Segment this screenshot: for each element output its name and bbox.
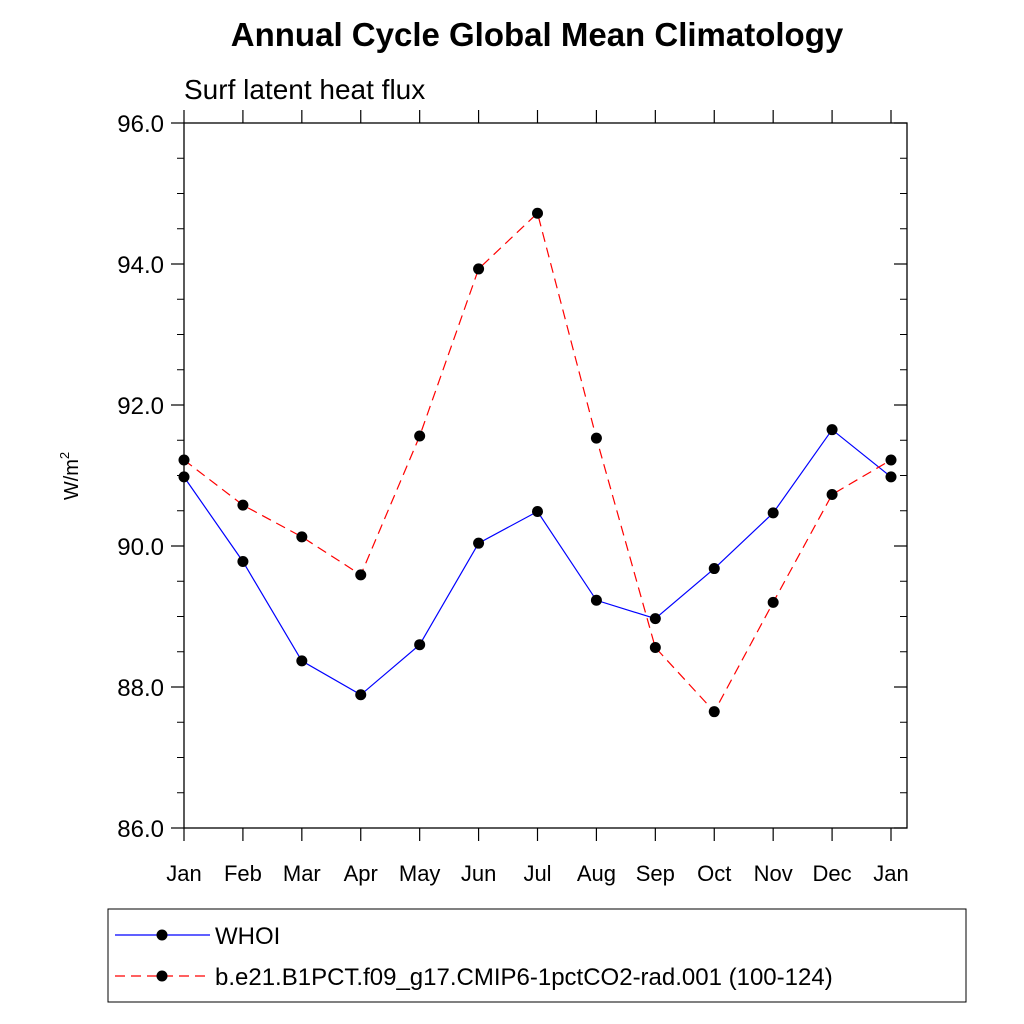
series-line [183, 428, 892, 696]
x-tick-label: Nov [754, 861, 793, 886]
data-point [649, 613, 661, 625]
x-tick-label: Apr [344, 861, 378, 886]
data-point [414, 639, 426, 651]
data-point [532, 505, 543, 517]
legend-label-2: b.e21.B1PCT.f09_g17.CMIP6-1pctCO2-rad.00… [215, 964, 833, 991]
y-tick-label: 94.0 [117, 252, 164, 279]
y-axis-label-unit: W/m [61, 459, 83, 500]
data-point [767, 507, 779, 519]
data-point [708, 706, 720, 718]
x-tick-label: Aug [577, 861, 616, 886]
series-layer [178, 207, 897, 718]
data-point [708, 563, 720, 575]
data-point [885, 471, 897, 483]
x-tick-label: Jul [523, 861, 551, 886]
data-point [826, 489, 838, 501]
y-tick-label: 88.0 [117, 675, 164, 702]
data-point [178, 471, 190, 483]
data-point [355, 689, 367, 701]
legend-marker-2 [156, 970, 168, 982]
data-point [296, 655, 308, 667]
x-tick-label: Sep [636, 861, 675, 886]
data-point [355, 569, 367, 581]
x-tick-label: Oct [697, 861, 731, 886]
legend: WHOI b.e21.B1PCT.f09_g17.CMIP6-1pctCO2-ra… [115, 923, 833, 991]
y-axis-label: W/m2 [57, 452, 83, 500]
x-tick-label: Dec [813, 861, 852, 886]
legend-box [107, 908, 967, 1003]
data-point [649, 642, 661, 654]
data-point [473, 263, 485, 275]
axes: 86.0 88.0 90.0 92.0 94.0 96.0 Jan Feb Mar Apr May J… [117, 110, 909, 886]
data-point [590, 432, 602, 444]
data-point [237, 499, 249, 511]
data-point [590, 594, 602, 606]
data-point [532, 207, 543, 219]
y-tick-label: 90.0 [117, 534, 164, 561]
x-tick-label: Feb [224, 861, 262, 886]
y-tick-label: 96.0 [117, 111, 164, 138]
x-tick-label: May [399, 861, 441, 886]
data-point [414, 430, 426, 442]
data-point [473, 537, 485, 549]
data-point [885, 454, 897, 466]
x-tick-label: Mar [283, 861, 321, 886]
x-tick-label: Jun [461, 861, 496, 886]
data-point [178, 454, 190, 466]
legend-label-1: WHOI [215, 923, 280, 950]
data-point [237, 556, 249, 568]
plot-frame [183, 122, 908, 829]
chart-subtitle: Surf latent heat flux [184, 74, 425, 105]
y-tick-label: 86.0 [117, 816, 164, 843]
data-point [826, 424, 838, 436]
x-tick-label: Jan [873, 861, 908, 886]
series-line [183, 212, 892, 713]
chart-title: Annual Cycle Global Mean Climatology [231, 16, 844, 53]
data-point [767, 596, 779, 608]
y-axis-label-exponent: 2 [57, 452, 72, 459]
legend-marker-1 [156, 929, 168, 941]
x-tick-label: Jan [166, 861, 201, 886]
series-1 [178, 424, 897, 701]
series-2 [178, 207, 897, 718]
data-point [296, 531, 308, 543]
y-tick-label: 92.0 [117, 393, 164, 420]
